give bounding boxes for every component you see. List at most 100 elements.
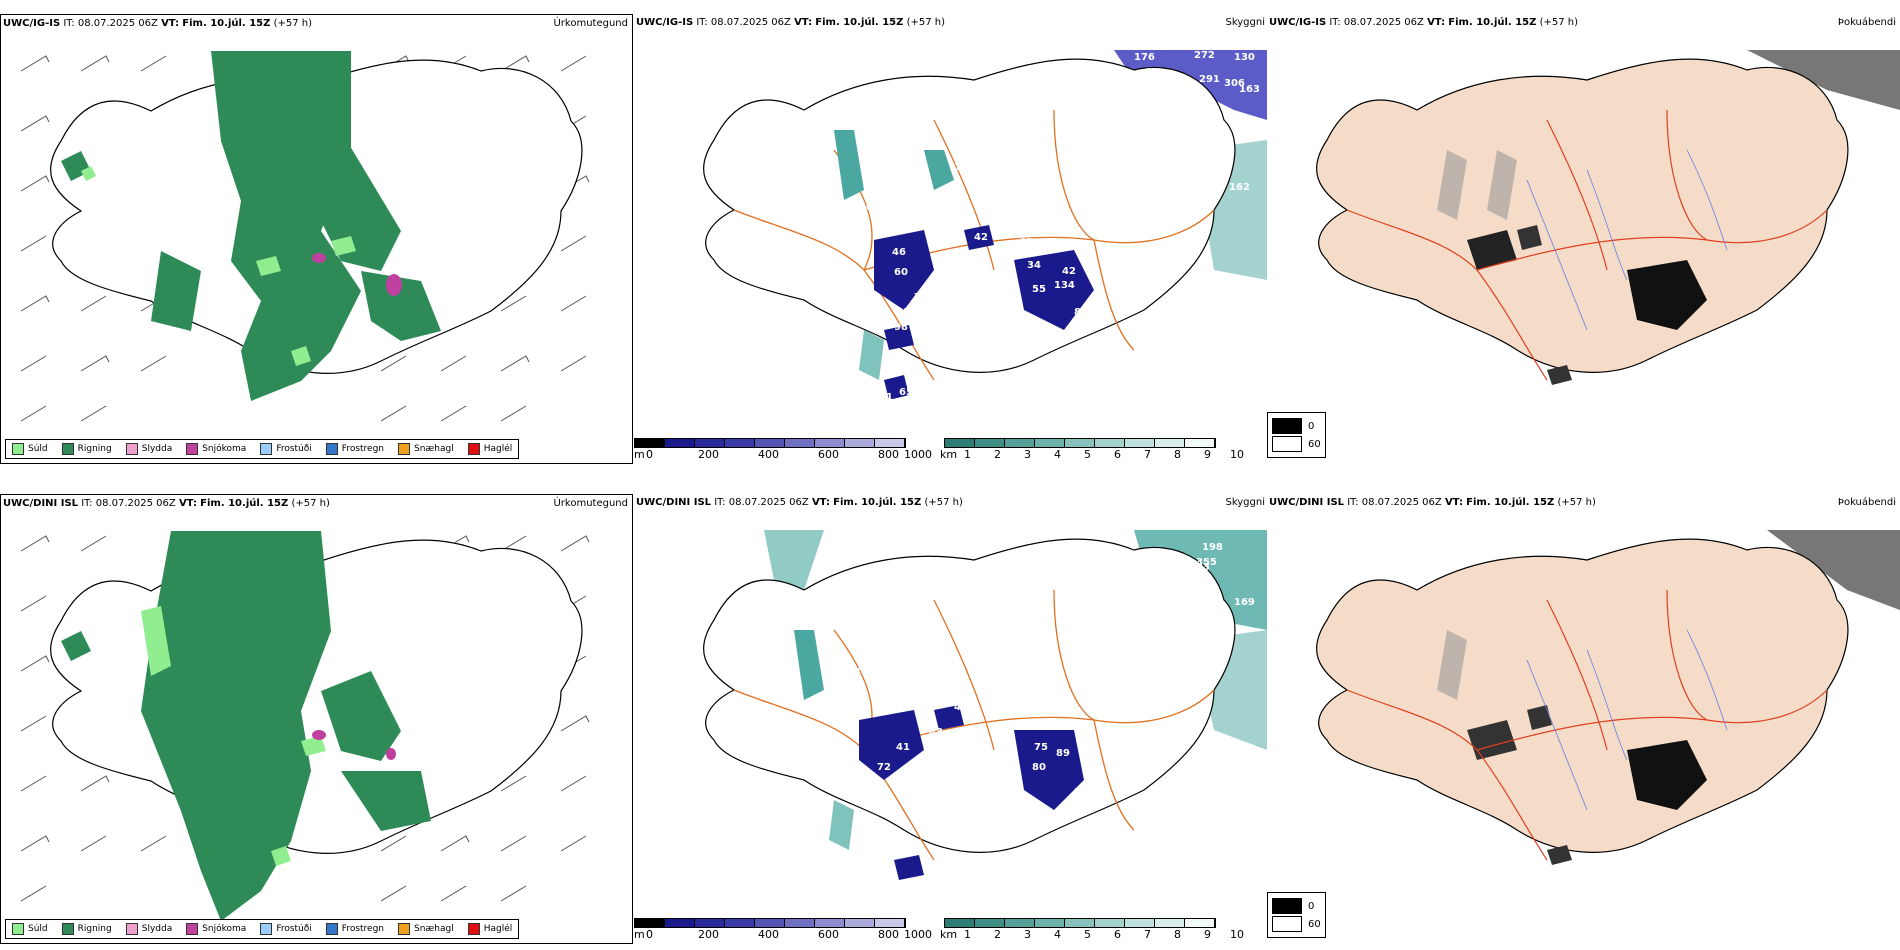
scale-label: 200 [698, 928, 719, 941]
precip-map [20, 531, 590, 921]
scale-label: 200 [698, 448, 719, 461]
height-scale-cells [634, 438, 906, 448]
legend-swatch [325, 443, 338, 455]
scale-label: 600 [818, 448, 839, 461]
scale-label: 5 [1084, 448, 1091, 461]
ceiling-value: 61 [896, 307, 910, 318]
ceiling-value: 34 [1027, 260, 1041, 271]
ceiling-value: 51 [944, 397, 958, 408]
precip-panel-row1: UWC/IG-IS IT: 08.07.2025 06Z VT: Fim. 10… [0, 14, 633, 464]
low-cloud-areas [834, 130, 1094, 400]
ceiling-value: 94 [844, 627, 858, 638]
ceiling-value: 303 [1189, 562, 1210, 573]
legend-item: Rigning [61, 443, 112, 455]
vis-scale-cells [944, 918, 1216, 928]
scale-label: 8 [1174, 928, 1181, 941]
height-scale-labels: m 0 200 400 600 800 1000 [634, 448, 934, 462]
panel-type-label: Úrkomutegund [553, 18, 628, 29]
panel-header: UWC/IG-IS IT: 08.07.2025 06Z VT: Fim. 10… [3, 18, 312, 29]
fog-map [1316, 530, 1900, 865]
scale-unit: km [940, 448, 958, 461]
scale-label: 2 [994, 448, 1001, 461]
scale-label: 9 [1204, 448, 1211, 461]
scale-label: 4 [1054, 928, 1061, 941]
ceiling-value: 74 [927, 238, 941, 249]
fog-legend-swatch [1272, 436, 1302, 452]
ceiling-value: 176 [1134, 52, 1155, 63]
scale-label: 4 [1054, 448, 1061, 461]
fog-areas [1437, 150, 1707, 385]
legend-swatch [186, 443, 199, 455]
ceiling-value: 355 [1196, 557, 1217, 568]
ceiling-panel-row2: UWC/DINI ISL IT: 08.07.2025 06Z VT: Fim.… [634, 494, 1267, 944]
fog-panel-row1: UWC/IG-IS IT: 08.07.2025 06Z VT: Fim. 10… [1267, 14, 1900, 464]
legend-item: Slydda [125, 443, 172, 455]
legend-item: Súld [12, 443, 48, 455]
precip-legend: Súld Rigning Slydda Snjókoma Frostúði Fr… [5, 439, 520, 459]
ceiling-value: 41 [896, 742, 910, 753]
ceiling-value: 72 [869, 117, 883, 128]
fog-panel-row2: UWC/DINI ISL IT: 08.07.2025 06Z VT: Fim.… [1267, 494, 1900, 944]
scale-label: 600 [818, 928, 839, 941]
ceiling-value: 80 [1032, 762, 1046, 773]
legend-swatch [467, 923, 480, 935]
scale-label: 0 [646, 448, 653, 461]
fog-legend-swatch [1272, 898, 1302, 914]
fog-legend-row: 60 [1272, 436, 1321, 452]
ceiling-value: 60 [894, 267, 908, 278]
legend-swatch [467, 443, 480, 455]
ceiling-value: 42 [1062, 266, 1076, 277]
fog-legend-row: 0 [1272, 898, 1321, 914]
scale-label: 0 [646, 928, 653, 941]
ceiling-value: 291 [1199, 74, 1220, 85]
ceiling-value: 44 [929, 892, 943, 903]
panel-header: UWC/IG-IS IT: 08.07.2025 06Z VT: Fim. 10… [1269, 17, 1578, 28]
panel-header: UWC/IG-IS IT: 08.07.2025 06Z VT: Fim. 10… [636, 17, 945, 28]
scale-label: 5 [1084, 928, 1091, 941]
legend-item: Súld [12, 923, 48, 935]
precip-legend: Súld Rigning Slydda Snjókoma Frostúði Fr… [5, 919, 520, 939]
scale-label: 8 [1174, 448, 1181, 461]
precip-map [20, 51, 590, 422]
vis-scale-labels: km 1 2 3 4 5 6 7 8 9 10 [940, 448, 1244, 462]
scale-label: 7 [1144, 928, 1151, 941]
ceiling-value: 169 [1234, 597, 1255, 608]
ceiling-value: 72 [877, 762, 891, 773]
scale-label: 1 [964, 928, 971, 941]
ceiling-value: 162 [1229, 182, 1250, 193]
vis-scale-labels: km 1 2 3 4 5 6 7 8 9 10 [940, 928, 1244, 942]
legend-item: Slydda [125, 923, 172, 935]
rivers [1526, 149, 1728, 331]
scale-label: 800 [878, 928, 899, 941]
precip-panel-row2: UWC/DINI ISL IT: 08.07.2025 06Z VT: Fim.… [0, 494, 633, 944]
ceiling-value: 44 [954, 702, 968, 713]
legend-swatch [12, 443, 24, 455]
ceiling-value: 134 [1054, 280, 1075, 291]
ceiling-value: 25 [856, 637, 870, 648]
scale-label: 3 [1024, 928, 1031, 941]
scale-label: 7 [1144, 448, 1151, 461]
legend-item: Haglél [467, 923, 512, 935]
legend-swatch [260, 443, 273, 455]
ceiling-value: 65 [899, 387, 913, 398]
fog-map [1316, 50, 1900, 385]
scale-label: 1000 [904, 448, 932, 461]
height-scale [634, 918, 906, 928]
fog-legend-row: 0 [1272, 418, 1321, 434]
legend-swatch [260, 923, 273, 935]
legend-item: Frostúði [260, 443, 312, 455]
panel-type-label: Þokuábendi [1837, 17, 1896, 28]
ceiling-value: 104 [954, 162, 975, 173]
vis-scale-cells [944, 438, 1216, 448]
legend-swatch [325, 923, 338, 935]
scale-label: 400 [758, 448, 779, 461]
ceiling-value: 41 [879, 392, 893, 403]
rain-areas [61, 531, 431, 921]
ceiling-value: 63 [1019, 237, 1033, 248]
ceiling-value: 404 [854, 667, 875, 678]
ceiling-value: 74 [914, 292, 928, 303]
fog-legend-row: 60 [1272, 916, 1321, 932]
